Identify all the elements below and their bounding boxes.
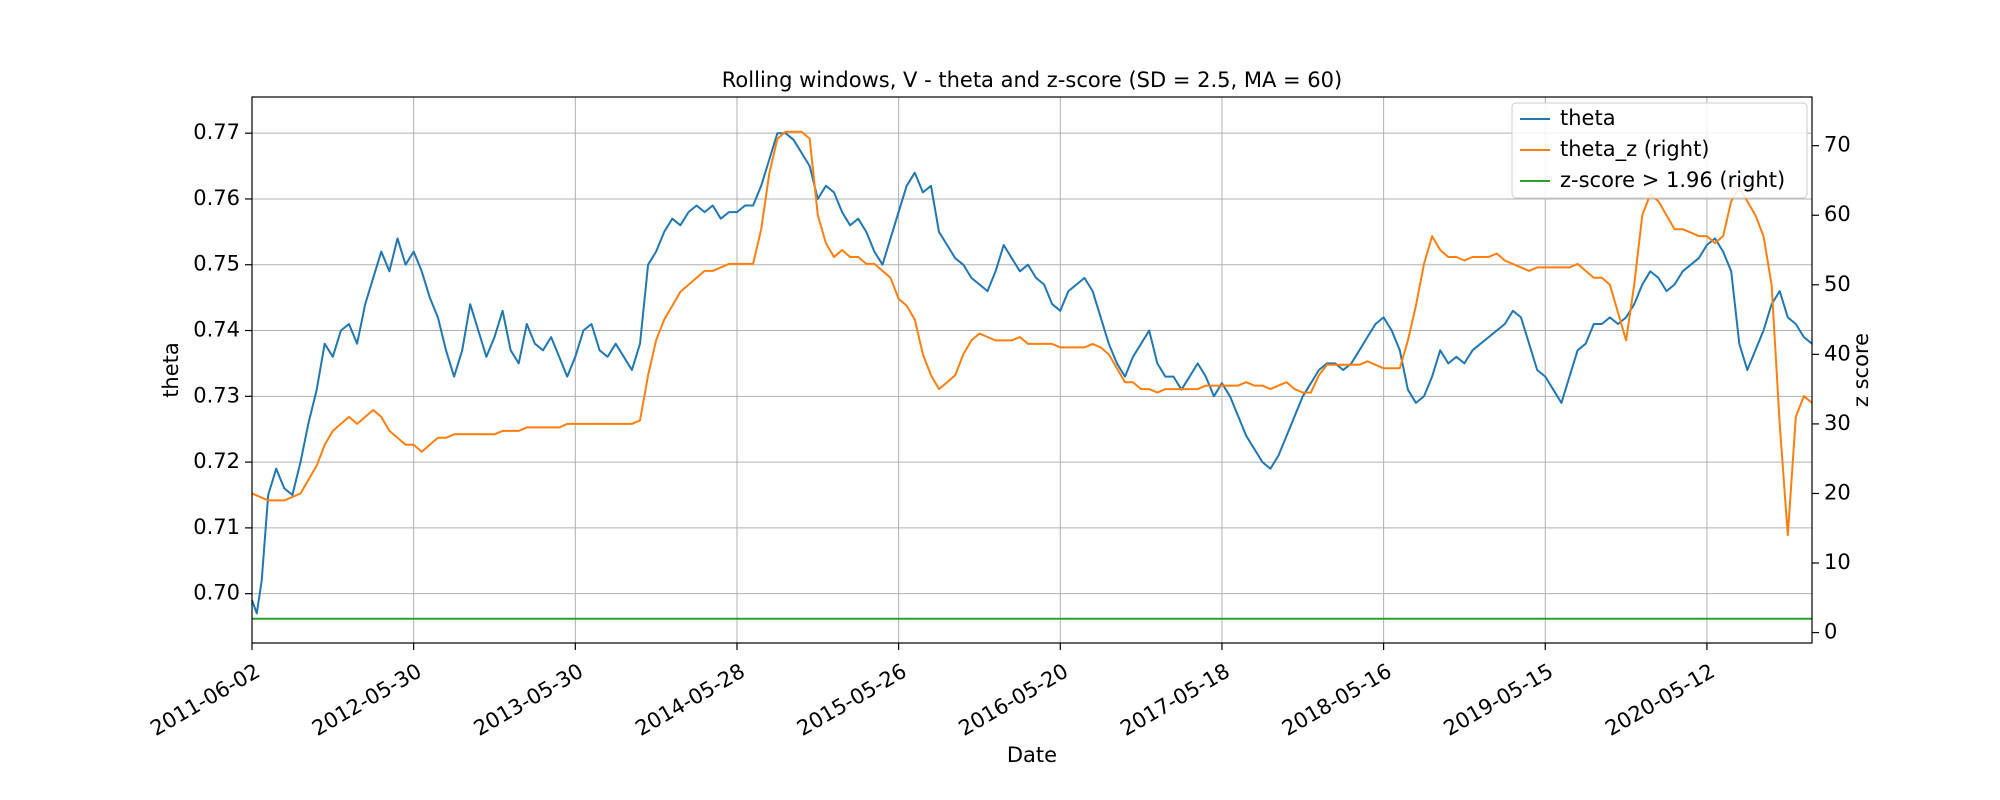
x-axis-label: Date: [1007, 743, 1057, 767]
legend-label: theta: [1560, 106, 1616, 130]
y-left-tick-label: 0.72: [193, 449, 240, 473]
legend-label: z-score > 1.96 (right): [1560, 168, 1785, 192]
legend: theta theta_z (right) z-score > 1.96 (righ…: [1511, 102, 1808, 199]
legend-label: theta_z (right): [1560, 137, 1710, 162]
y-right-tick-label: 0: [1824, 620, 1837, 644]
y-right-tick-label: 60: [1824, 202, 1851, 226]
y-right-tick-label: 10: [1824, 550, 1851, 574]
y-right-tick-label: 50: [1824, 272, 1851, 296]
y-left-tick-label: 0.71: [193, 515, 240, 539]
y-left-tick-label: 0.74: [193, 318, 240, 342]
y-left-tick-label: 0.73: [193, 383, 240, 407]
series-line-1: [251, 130, 1813, 537]
chart-title: Rolling windows, V - theta and z-score (…: [722, 68, 1342, 92]
plot-frame: [251, 96, 1813, 644]
y-left-tick-label: 0.77: [193, 120, 240, 144]
legend-box: [1511, 102, 1808, 199]
y-left-tick-label: 0.75: [193, 252, 240, 276]
y-right-tick-label: 30: [1824, 411, 1851, 435]
y-right-tick-label: 20: [1824, 480, 1851, 504]
series-layer: [251, 130, 1813, 620]
y-left-tick-label: 0.76: [193, 186, 240, 210]
series-line-0: [251, 132, 1813, 615]
y-right-tick-label: 70: [1824, 133, 1851, 157]
y-left-tick-label: 0.70: [193, 581, 240, 605]
y-right-tick-label: 40: [1824, 341, 1851, 365]
y-axis-label-right: z score: [1849, 333, 1873, 407]
y-axis-label-left: theta: [159, 342, 183, 398]
